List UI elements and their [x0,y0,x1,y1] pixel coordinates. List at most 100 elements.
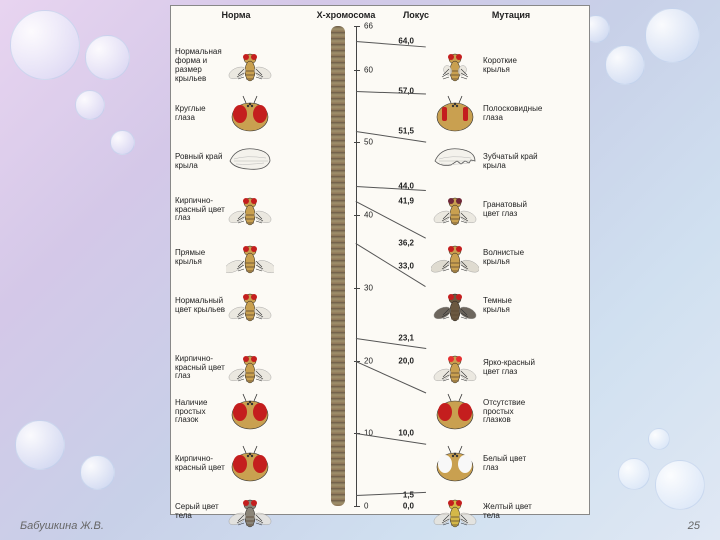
normal-fly-icon [226,391,274,433]
mutation-row: Темные крылья [431,282,586,330]
scale-tick-label: 40 [364,211,373,220]
normal-row: Круглые глаза [171,90,301,138]
scale-tick-label: 50 [364,138,373,147]
mutation-label: Волнистые крылья [479,249,539,267]
scale-tick-label: 60 [364,65,373,74]
locus-value: 20,0 [398,356,414,365]
mutation-fly-icon [431,285,479,327]
locus-scale: 01020304050606664,057,051,544,041,936,23… [356,26,416,506]
scale-tick [354,70,360,71]
normal-label: Кирпично-красный цвет [171,455,226,473]
locus-value: 57,0 [398,87,414,96]
scale-tick-label: 0 [364,502,368,511]
mutation-row: Волнистые крылья [431,234,586,282]
mutation-fly-icon [431,141,479,183]
bubble-decoration [605,45,645,85]
scale-tick [354,288,360,289]
mutation-label: Короткие крылья [479,57,539,75]
normal-fly-icon [226,141,274,183]
bubble-decoration [655,460,705,510]
mutation-label: Зубчатый край крыла [479,153,539,171]
mutation-label: Темные крылья [479,297,539,315]
header-norm: Норма [171,10,301,20]
normal-label: Прямые крылья [171,249,226,267]
normal-row: Нормальный цвет крыльев [171,282,301,330]
mutation-row: Зубчатый край крыла [431,138,586,186]
normal-label: Нормальный цвет крыльев [171,297,226,315]
mutation-row: Гранатовый цвет глаз [431,186,586,234]
scale-tick [354,215,360,216]
header-chrom: X-хромосома [301,10,391,20]
locus-value: 23,1 [398,334,414,343]
normal-fly-icon [226,347,274,389]
normal-fly-icon [226,285,274,327]
locus-value: 36,2 [398,238,414,247]
normal-fly-icon [226,93,274,135]
diagram-panel: Норма X-хромосома Локус Мутация 01020304… [170,5,590,515]
normal-label: Кирпично-красный цвет глаз [171,355,226,381]
mutation-row: Отсутствие простых глазков [431,388,586,436]
normal-fly-icon [226,443,274,485]
normal-row: Нормальная форма и размер крыльев [171,42,301,90]
normal-row: Прямые крылья [171,234,301,282]
normal-fly-icon [226,189,274,231]
mutation-label: Желтый цвет тела [479,503,539,521]
scale-tick [354,142,360,143]
mutation-fly-icon [431,347,479,389]
footer-author: Бабушкина Ж.В. [20,520,104,532]
bubble-decoration [15,420,65,470]
bubble-decoration [10,10,80,80]
scale-tick-label: 66 [364,22,373,31]
mutation-fly-icon [431,93,479,135]
scale-tick-label: 30 [364,283,373,292]
normal-row: Наличие простых глазок [171,388,301,436]
normal-fly-icon [226,45,274,87]
bubble-decoration [645,8,700,63]
locus-value: 51,5 [398,127,414,136]
normal-label: Круглые глаза [171,105,226,123]
bubble-decoration [648,428,670,450]
normal-row: Кирпично-красный цвет [171,440,301,488]
locus-value: 0,0 [403,502,414,511]
locus-value: 33,0 [398,262,414,271]
scale-tick-label: 20 [364,356,373,365]
mutation-label: Белый цвет глаз [479,455,539,473]
mutation-row: Ярко-красный цвет глаз [431,344,586,392]
locus-value: 10,0 [398,429,414,438]
mutation-label: Полосковидные глаза [479,105,539,123]
bubble-decoration [110,130,135,155]
normal-label: Нормальная форма и размер крыльев [171,48,226,83]
footer-page: 25 [688,520,700,532]
scale-tick [354,506,360,507]
normal-row: Кирпично-красный цвет глаз [171,186,301,234]
normal-label: Кирпично-красный цвет глаз [171,197,226,223]
mutation-fly-icon [431,391,479,433]
mutation-label: Отсутствие простых глазков [479,399,539,425]
scale-tick [354,26,360,27]
normal-label: Серый цвет тела [171,503,226,521]
locus-value: 41,9 [398,197,414,206]
mutation-row: Белый цвет глаз [431,440,586,488]
normal-label: Наличие простых глазок [171,399,226,425]
bubble-decoration [618,458,650,490]
mutation-row: Короткие крылья [431,42,586,90]
mutation-label: Гранатовый цвет глаз [479,201,539,219]
normal-fly-icon [226,237,274,279]
normal-row: Кирпично-красный цвет глаз [171,344,301,392]
normal-row: Ровный край крыла [171,138,301,186]
normal-label: Ровный край крыла [171,153,226,171]
mutation-fly-icon [431,45,479,87]
bubble-decoration [75,90,105,120]
mutation-label: Ярко-красный цвет глаз [479,359,539,377]
bubble-decoration [80,455,115,490]
mutation-fly-icon [431,189,479,231]
mutation-fly-icon [431,443,479,485]
header-locus: Локус [391,10,441,20]
bubble-decoration [85,35,130,80]
chromosome-band [331,26,345,506]
slide-footer: Бабушкина Ж.В. 25 [20,520,700,532]
header-mut: Мутация [441,10,581,20]
mutation-row: Полосковидные глаза [431,90,586,138]
mutation-fly-icon [431,237,479,279]
column-headers: Норма X-хромосома Локус Мутация [171,6,589,24]
